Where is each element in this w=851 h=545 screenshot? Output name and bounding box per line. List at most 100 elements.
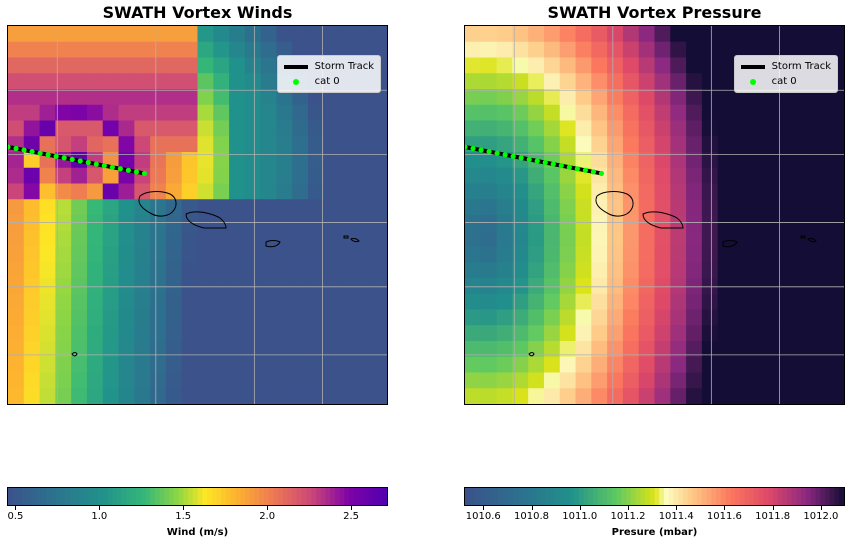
heatmap-cell [213,41,230,59]
heatmap-cell [181,246,199,263]
heatmap-cell [355,278,372,295]
heatmap-cell [323,372,341,389]
heatmap-cell [591,41,608,59]
colorbar-segment [465,488,471,505]
heatmap-cell [638,152,656,169]
winds-colorbar-label: Wind (m/s) [166,527,229,538]
heatmap-cell [733,341,750,358]
heatmap-cell [23,167,41,185]
colorbar-segment [725,488,731,505]
heatmap-cell [229,89,246,106]
heatmap-cell [165,199,183,216]
cat0-point [141,170,148,177]
colorbar-segment [55,488,61,505]
heatmap-cell [780,246,798,263]
heatmap-cell [465,278,482,295]
colorbar-segment [315,488,322,505]
heatmap-cell [670,26,687,43]
heatmap-cell [654,215,671,232]
heatmap-cell [276,325,293,342]
heatmap-cell [512,41,529,59]
heatmap-cell [197,309,214,326]
heatmap-cell [796,89,814,106]
heatmap-cell [71,136,88,153]
colorbar-segment [211,488,218,505]
heatmap-cell [622,152,640,169]
heatmap-cell [717,388,735,404]
heatmap-cell [686,356,703,374]
heatmap-cell [828,152,844,169]
heatmap-cell [181,309,199,326]
heatmap-cell [229,262,246,279]
heatmap-cell [339,183,357,200]
storm-track-legend-line [740,64,765,69]
colorbar-segment [753,488,760,505]
heatmap-cell [71,41,88,59]
colorbar-segment [221,488,227,505]
island-outline [642,211,684,229]
heatmap-cell [371,120,387,137]
heatmap-cell [292,246,309,263]
heatmap-cell [39,26,56,43]
heatmap-cell [828,372,844,389]
heatmap-cell [197,152,214,169]
colorbar-segment [31,488,38,505]
heatmap-cell [765,199,782,216]
heatmap-cell [480,293,498,311]
colorbar-segment [578,488,585,505]
heatmap-cell [528,230,545,248]
heatmap-cell [308,167,325,185]
heatmap-cell [102,262,120,279]
heatmap-cell [102,215,120,232]
colorbar-tick-label: 1010.8 [514,511,550,522]
heatmap-cell [828,388,844,404]
heatmap-cell [717,262,735,279]
heatmap-cell [654,73,671,90]
heatmap-cell [701,199,719,216]
colorbar-segment [540,488,547,505]
heatmap-cell [86,104,104,122]
heatmap-cell [528,167,545,185]
heatmap-cell [654,136,671,153]
heatmap-cell [71,199,88,216]
heatmap-cell [796,104,814,122]
heatmap-cell [323,278,341,295]
heatmap-cell [371,356,387,374]
heatmap-cell [543,372,561,389]
heatmap-cell [71,57,88,74]
heatmap-cell [371,293,387,311]
heatmap-cell [733,325,750,342]
heatmap-cell [86,73,104,90]
heatmap-cell [23,246,41,263]
heatmap-cell [575,199,592,216]
heatmap-cell [765,388,782,404]
pressure-colorbar-ticks: 1010.6 1010.8 1011.0 1011.2 1011.4 1011.6 1011… [464,506,845,526]
heatmap-cell [828,215,844,232]
heatmap-cell [197,325,214,342]
heatmap-cell [654,262,671,279]
colorbar-segment [815,488,821,505]
heatmap-cell [591,309,608,326]
heatmap-cell [102,73,120,90]
heatmap-cell [55,293,72,311]
heatmap-cell [828,167,844,185]
heatmap-cell [308,325,325,342]
heatmap-cell [512,309,529,326]
cat0-point [85,159,91,166]
heatmap-cell [39,356,56,374]
heatmap-cell [749,246,766,263]
heatmap-cell [796,26,814,43]
colorbar-segment [45,488,52,505]
heatmap-cell [292,230,309,248]
heatmap-cell [8,120,25,137]
heatmap-cell [260,167,278,185]
heatmap-cell [496,341,513,358]
heatmap-cell [8,41,25,59]
heatmap-cell [371,104,387,122]
heatmap-cell [292,278,309,295]
heatmap-cell [670,278,687,295]
heatmap-cell [8,372,25,389]
cat0-point [93,161,99,167]
colorbar-segment [592,488,599,505]
heatmap-cell [150,152,167,169]
